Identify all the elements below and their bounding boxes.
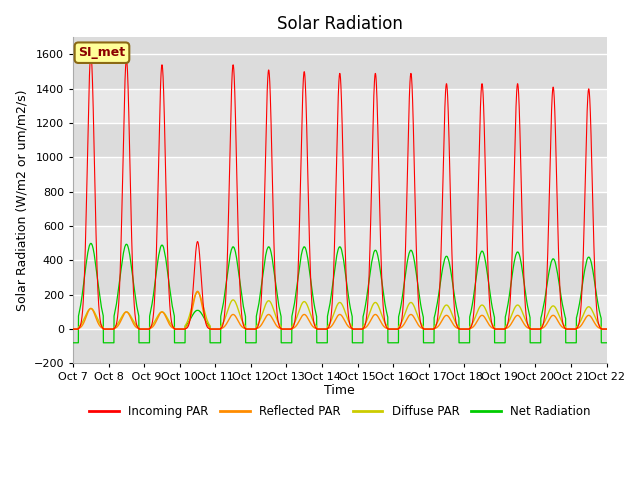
Incoming PAR — [69, 326, 77, 332]
Net Radiation — [601, 340, 609, 346]
Diffuse PAR — [603, 326, 611, 332]
Bar — [73, 89, 607, 123]
Net Radiation — [86, 240, 94, 246]
Net Radiation — [69, 340, 77, 346]
Text: SI_met: SI_met — [79, 46, 125, 59]
Reflected PAR — [601, 326, 609, 332]
Diffuse PAR — [413, 312, 421, 318]
Bar — [73, 261, 607, 295]
X-axis label: Time: Time — [324, 384, 355, 397]
Diffuse PAR — [601, 326, 609, 332]
Reflected PAR — [69, 326, 77, 332]
Incoming PAR — [269, 195, 276, 201]
Incoming PAR — [413, 275, 421, 281]
Diffuse PAR — [489, 323, 497, 328]
Incoming PAR — [603, 326, 611, 332]
Bar — [73, 295, 607, 329]
Reflected PAR — [489, 325, 497, 331]
Reflected PAR — [183, 323, 191, 329]
Bar — [73, 55, 607, 89]
Reflected PAR — [269, 316, 276, 322]
Net Radiation — [413, 278, 421, 284]
Net Radiation — [269, 260, 276, 265]
Bar — [73, 123, 607, 157]
Line: Net Radiation: Net Radiation — [73, 243, 607, 343]
Diffuse PAR — [194, 289, 202, 295]
Bar — [73, 157, 607, 192]
Line: Reflected PAR: Reflected PAR — [73, 291, 607, 329]
Net Radiation — [489, 309, 497, 314]
Bar — [73, 192, 607, 226]
Title: Solar Radiation: Solar Radiation — [277, 15, 403, 33]
Incoming PAR — [87, 52, 95, 58]
Line: Diffuse PAR: Diffuse PAR — [73, 292, 607, 329]
Legend: Incoming PAR, Reflected PAR, Diffuse PAR, Net Radiation: Incoming PAR, Reflected PAR, Diffuse PAR… — [84, 400, 595, 423]
Net Radiation — [184, 321, 191, 327]
Incoming PAR — [489, 324, 497, 330]
Reflected PAR — [603, 326, 611, 332]
Diffuse PAR — [178, 326, 186, 332]
Diffuse PAR — [269, 304, 276, 310]
Y-axis label: Solar Radiation (W/m2 or um/m2/s): Solar Radiation (W/m2 or um/m2/s) — [15, 90, 28, 311]
Line: Incoming PAR: Incoming PAR — [73, 55, 607, 329]
Diffuse PAR — [69, 326, 77, 332]
Diffuse PAR — [183, 319, 191, 325]
Incoming PAR — [601, 326, 609, 332]
Bar — [73, 226, 607, 261]
Incoming PAR — [178, 326, 186, 332]
Reflected PAR — [194, 288, 202, 294]
Reflected PAR — [413, 321, 421, 326]
Reflected PAR — [178, 326, 186, 332]
Bar — [73, 329, 607, 363]
Incoming PAR — [184, 325, 191, 331]
Net Radiation — [178, 340, 186, 346]
Net Radiation — [603, 340, 611, 346]
